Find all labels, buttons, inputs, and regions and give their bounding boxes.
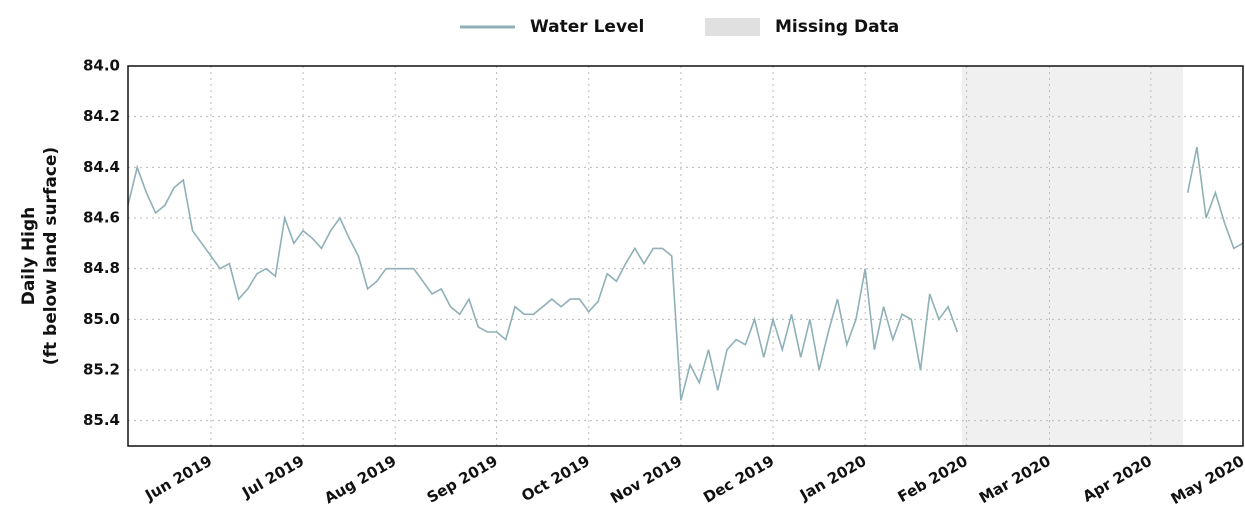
x-tick-label: Aug 2019 [321, 452, 399, 508]
x-tick-label: Sep 2019 [424, 452, 501, 507]
y-tick-label: 85.0 [83, 310, 120, 328]
x-tick-label: Jul 2019 [238, 452, 307, 502]
y-tick-label: 84.6 [83, 209, 120, 227]
y-axis-label: Daily High (ft below land surface) [19, 147, 61, 365]
x-tick-label: Feb 2020 [895, 452, 971, 506]
x-tick-label: Oct 2019 [518, 452, 593, 505]
y-tick-label: 84.2 [83, 107, 120, 125]
y-tick-label: 84.4 [83, 158, 120, 176]
x-tick-label: Jun 2019 [141, 452, 215, 505]
legend-label: Water Level [530, 17, 644, 37]
y-axis-label-line: Daily High [19, 207, 39, 306]
missing-band [961, 66, 1184, 446]
legend-label: Missing Data [775, 17, 899, 37]
y-tick-label: 84.8 [83, 259, 120, 277]
x-tick-label: Jan 2020 [796, 452, 869, 505]
y-tick-label: 85.4 [83, 411, 120, 429]
y-axis-label-line: (ft below land surface) [41, 147, 61, 365]
y-tick-label: 84.0 [83, 57, 120, 75]
x-tick-label: May 2020 [1168, 452, 1245, 508]
legend-swatch [705, 18, 760, 36]
x-tick-label: Mar 2020 [976, 452, 1054, 507]
water-level-line [127, 146, 1244, 401]
y-tick-label: 85.2 [83, 361, 120, 379]
x-tick-label: Dec 2019 [700, 452, 777, 507]
plot-frame [127, 65, 1244, 447]
x-tick-label: Nov 2019 [607, 452, 685, 507]
x-tick-label: Apr 2020 [1080, 452, 1155, 506]
